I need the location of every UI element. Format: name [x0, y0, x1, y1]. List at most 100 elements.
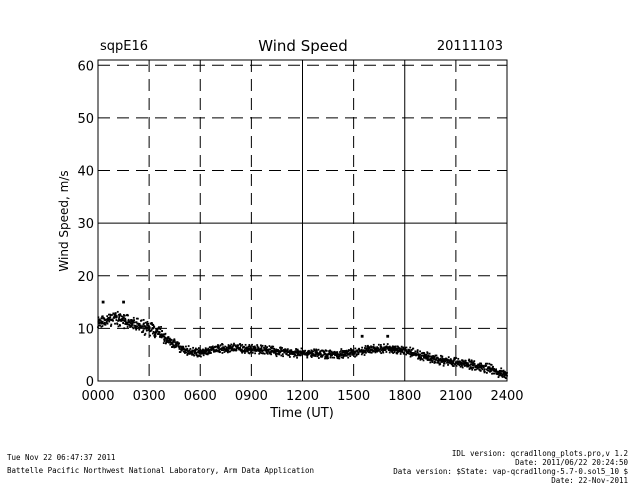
data-point	[240, 348, 243, 351]
data-point	[475, 368, 477, 371]
data-point	[222, 349, 224, 351]
data-point	[419, 350, 421, 353]
data-point-peak	[101, 300, 105, 304]
data-point	[300, 347, 303, 350]
data-point	[469, 366, 472, 369]
data-point	[218, 348, 221, 351]
data-point	[452, 365, 455, 367]
data-point	[249, 345, 251, 348]
data-point	[393, 351, 396, 354]
data-point	[260, 345, 263, 348]
data-point	[297, 350, 300, 353]
data-point	[391, 346, 394, 349]
data-point	[488, 366, 491, 369]
data-point	[349, 347, 352, 350]
data-point	[192, 346, 194, 349]
data-point	[106, 322, 109, 325]
data-point	[206, 353, 209, 356]
data-point	[116, 310, 119, 313]
data-point	[414, 350, 417, 353]
data-point	[222, 346, 224, 349]
data-point	[250, 350, 253, 353]
data-point	[164, 337, 167, 340]
data-point	[142, 329, 145, 332]
data-point	[429, 361, 432, 364]
data-point	[209, 348, 212, 351]
data-point	[350, 349, 353, 352]
data-point	[182, 347, 185, 350]
data-point	[123, 327, 126, 330]
data-point	[227, 346, 230, 349]
data-point	[354, 347, 357, 350]
data-point	[379, 350, 382, 353]
data-point	[382, 349, 385, 351]
data-point	[498, 374, 501, 377]
data-point	[336, 352, 339, 355]
data-point	[450, 360, 453, 363]
data-point	[121, 317, 124, 320]
data-point	[426, 357, 428, 360]
data-point	[306, 356, 309, 359]
data-point	[252, 346, 255, 349]
data-point	[207, 349, 210, 352]
data-point	[364, 349, 367, 352]
data-point	[100, 321, 102, 324]
data-point	[405, 346, 408, 349]
data-point	[175, 342, 177, 345]
data-point	[98, 318, 101, 321]
data-point	[426, 359, 429, 361]
data-point	[294, 351, 297, 354]
x-tick-label: 2400	[490, 389, 523, 404]
data-point	[302, 352, 305, 355]
data-point	[226, 348, 229, 351]
data-point	[301, 352, 304, 355]
data-point	[409, 355, 412, 358]
data-point	[325, 355, 327, 358]
data-point	[467, 365, 470, 368]
data-point	[144, 332, 147, 335]
data-point	[366, 349, 369, 352]
y-tick-label: 20	[77, 270, 94, 285]
data-point	[356, 350, 359, 353]
data-point	[261, 350, 264, 353]
data-point	[135, 317, 138, 320]
data-point	[445, 359, 448, 362]
data-point	[259, 351, 262, 354]
x-tick-label: 0300	[133, 389, 166, 404]
data-point	[204, 349, 207, 351]
data-point	[411, 348, 413, 351]
data-point	[226, 351, 229, 354]
data-point	[399, 353, 402, 355]
data-point	[361, 346, 364, 349]
data-point	[482, 366, 485, 369]
data-point	[204, 352, 206, 354]
data-point	[347, 353, 350, 356]
data-point	[163, 338, 166, 341]
data-point	[205, 348, 208, 351]
data-point	[248, 352, 251, 355]
data-point	[313, 349, 316, 352]
data-point	[201, 350, 204, 353]
data-point	[256, 348, 259, 351]
data-point	[484, 362, 487, 365]
data-point	[241, 343, 244, 346]
data-point	[163, 339, 166, 342]
footer-idl-date: Date: 2011/06/22 20:24:50	[515, 458, 628, 467]
data-point	[463, 365, 466, 367]
data-point	[448, 359, 451, 362]
data-point	[295, 348, 298, 351]
data-point	[275, 350, 277, 353]
data-point	[178, 347, 181, 350]
data-point	[160, 325, 162, 328]
data-point	[148, 326, 151, 328]
data-point	[486, 362, 489, 365]
data-point	[102, 322, 105, 325]
data-point	[391, 351, 394, 354]
data-point	[212, 348, 215, 351]
data-point	[428, 355, 431, 358]
data-point	[342, 356, 344, 359]
data-point	[158, 331, 161, 334]
data-point	[404, 346, 407, 349]
data-point	[200, 352, 203, 355]
data-point	[174, 341, 176, 344]
